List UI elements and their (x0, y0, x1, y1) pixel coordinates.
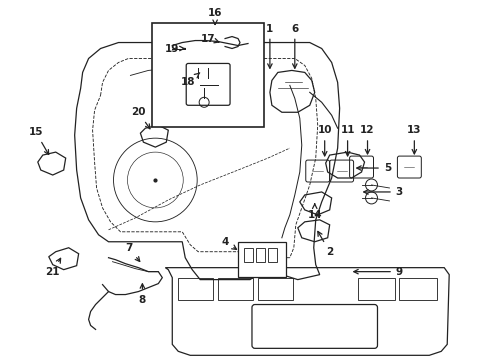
Text: 17: 17 (201, 33, 219, 44)
Bar (268, 248, 277, 262)
Text: 11: 11 (341, 125, 355, 156)
Text: 4: 4 (221, 237, 237, 249)
Text: 18: 18 (181, 73, 200, 87)
Text: 12: 12 (360, 125, 375, 154)
Text: 9: 9 (354, 267, 403, 276)
Bar (256, 248, 265, 262)
Bar (244, 248, 253, 262)
Text: 14: 14 (307, 204, 322, 220)
Text: 15: 15 (28, 127, 49, 154)
Text: 21: 21 (46, 258, 61, 276)
Bar (218, 278, 253, 300)
Text: 8: 8 (139, 284, 146, 305)
Bar (178, 278, 213, 300)
Bar (258, 278, 293, 300)
Bar (238, 242, 286, 276)
Text: 6: 6 (291, 24, 298, 68)
Text: 20: 20 (131, 107, 150, 129)
Text: 3: 3 (364, 187, 403, 197)
Text: 13: 13 (407, 125, 421, 154)
Bar (152, 23, 264, 127)
Text: 19: 19 (165, 44, 185, 54)
Text: 2: 2 (318, 231, 333, 257)
Bar (399, 278, 437, 300)
Bar (358, 278, 395, 300)
Text: 1: 1 (266, 24, 273, 68)
Text: 16: 16 (208, 8, 222, 24)
Text: 10: 10 (318, 125, 332, 156)
Text: 5: 5 (357, 163, 391, 173)
Text: 7: 7 (125, 243, 140, 261)
